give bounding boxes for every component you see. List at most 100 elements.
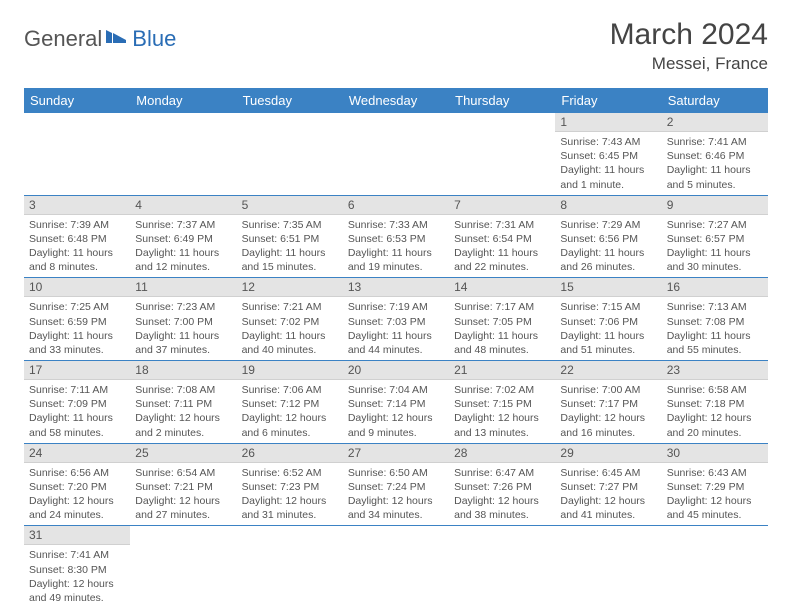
sunrise-text: Sunrise: 7:19 AM — [348, 300, 444, 314]
sunrise-text: Sunrise: 7:13 AM — [667, 300, 763, 314]
calendar-day-cell — [24, 113, 130, 195]
sunrise-text: Sunrise: 7:39 AM — [29, 218, 125, 232]
day-details: Sunrise: 7:33 AMSunset: 6:53 PMDaylight:… — [343, 215, 449, 278]
sunrise-text: Sunrise: 7:02 AM — [454, 383, 550, 397]
day-details: Sunrise: 6:54 AMSunset: 7:21 PMDaylight:… — [130, 463, 236, 526]
sunrise-text: Sunrise: 6:50 AM — [348, 466, 444, 480]
daylight-text: Daylight: 12 hours and 9 minutes. — [348, 411, 444, 439]
sunrise-text: Sunrise: 7:33 AM — [348, 218, 444, 232]
calendar-day-cell: 21Sunrise: 7:02 AMSunset: 7:15 PMDayligh… — [449, 361, 555, 444]
sunset-text: Sunset: 7:15 PM — [454, 397, 550, 411]
day-details: Sunrise: 7:00 AMSunset: 7:17 PMDaylight:… — [555, 380, 661, 443]
daylight-text: Daylight: 11 hours and 8 minutes. — [29, 246, 125, 274]
sunrise-text: Sunrise: 7:41 AM — [667, 135, 763, 149]
sunrise-text: Sunrise: 6:56 AM — [29, 466, 125, 480]
daylight-text: Daylight: 11 hours and 26 minutes. — [560, 246, 656, 274]
weekday-header: Tuesday — [237, 88, 343, 113]
sunrise-text: Sunrise: 7:29 AM — [560, 218, 656, 232]
sunset-text: Sunset: 7:29 PM — [667, 480, 763, 494]
sunrise-text: Sunrise: 7:23 AM — [135, 300, 231, 314]
daylight-text: Daylight: 12 hours and 41 minutes. — [560, 494, 656, 522]
calendar-day-cell: 2Sunrise: 7:41 AMSunset: 6:46 PMDaylight… — [662, 113, 768, 195]
weekday-header: Saturday — [662, 88, 768, 113]
daylight-text: Daylight: 12 hours and 13 minutes. — [454, 411, 550, 439]
daylight-text: Daylight: 11 hours and 12 minutes. — [135, 246, 231, 274]
sunset-text: Sunset: 7:26 PM — [454, 480, 550, 494]
logo-text-blue: Blue — [132, 26, 176, 52]
weekday-header: Thursday — [449, 88, 555, 113]
day-details: Sunrise: 7:27 AMSunset: 6:57 PMDaylight:… — [662, 215, 768, 278]
day-number: 28 — [449, 444, 555, 463]
day-number: 14 — [449, 278, 555, 297]
sunrise-text: Sunrise: 7:25 AM — [29, 300, 125, 314]
day-number: 29 — [555, 444, 661, 463]
sunset-text: Sunset: 6:48 PM — [29, 232, 125, 246]
day-details: Sunrise: 6:47 AMSunset: 7:26 PMDaylight:… — [449, 463, 555, 526]
daylight-text: Daylight: 12 hours and 16 minutes. — [560, 411, 656, 439]
sunrise-text: Sunrise: 6:58 AM — [667, 383, 763, 397]
daylight-text: Daylight: 11 hours and 19 minutes. — [348, 246, 444, 274]
sunrise-text: Sunrise: 7:17 AM — [454, 300, 550, 314]
day-number: 13 — [343, 278, 449, 297]
day-details: Sunrise: 7:25 AMSunset: 6:59 PMDaylight:… — [24, 297, 130, 360]
day-details: Sunrise: 7:35 AMSunset: 6:51 PMDaylight:… — [237, 215, 343, 278]
day-number: 19 — [237, 361, 343, 380]
day-number: 2 — [662, 113, 768, 132]
weekday-header: Friday — [555, 88, 661, 113]
calendar-table: Sunday Monday Tuesday Wednesday Thursday… — [24, 88, 768, 608]
sunrise-text: Sunrise: 6:45 AM — [560, 466, 656, 480]
daylight-text: Daylight: 11 hours and 15 minutes. — [242, 246, 338, 274]
day-number: 22 — [555, 361, 661, 380]
day-details: Sunrise: 7:11 AMSunset: 7:09 PMDaylight:… — [24, 380, 130, 443]
day-number: 8 — [555, 196, 661, 215]
day-details: Sunrise: 7:41 AMSunset: 6:46 PMDaylight:… — [662, 132, 768, 195]
day-number: 27 — [343, 444, 449, 463]
sunset-text: Sunset: 7:05 PM — [454, 315, 550, 329]
day-details: Sunrise: 6:50 AMSunset: 7:24 PMDaylight:… — [343, 463, 449, 526]
sunset-text: Sunset: 7:27 PM — [560, 480, 656, 494]
calendar-day-cell: 6Sunrise: 7:33 AMSunset: 6:53 PMDaylight… — [343, 195, 449, 278]
calendar-day-cell: 9Sunrise: 7:27 AMSunset: 6:57 PMDaylight… — [662, 195, 768, 278]
day-number: 3 — [24, 196, 130, 215]
calendar-day-cell — [343, 113, 449, 195]
day-number: 31 — [24, 526, 130, 545]
sunrise-text: Sunrise: 7:04 AM — [348, 383, 444, 397]
sunrise-text: Sunrise: 6:54 AM — [135, 466, 231, 480]
calendar-day-cell: 24Sunrise: 6:56 AMSunset: 7:20 PMDayligh… — [24, 443, 130, 526]
day-number: 18 — [130, 361, 236, 380]
sunrise-text: Sunrise: 6:52 AM — [242, 466, 338, 480]
logo-text-general: General — [24, 26, 102, 52]
sunrise-text: Sunrise: 7:00 AM — [560, 383, 656, 397]
calendar-day-cell: 18Sunrise: 7:08 AMSunset: 7:11 PMDayligh… — [130, 361, 236, 444]
daylight-text: Daylight: 12 hours and 20 minutes. — [667, 411, 763, 439]
sunrise-text: Sunrise: 7:08 AM — [135, 383, 231, 397]
day-number: 23 — [662, 361, 768, 380]
calendar-day-cell: 13Sunrise: 7:19 AMSunset: 7:03 PMDayligh… — [343, 278, 449, 361]
sunset-text: Sunset: 7:03 PM — [348, 315, 444, 329]
day-details: Sunrise: 7:29 AMSunset: 6:56 PMDaylight:… — [555, 215, 661, 278]
calendar-day-cell: 19Sunrise: 7:06 AMSunset: 7:12 PMDayligh… — [237, 361, 343, 444]
sunset-text: Sunset: 8:30 PM — [29, 563, 125, 577]
daylight-text: Daylight: 11 hours and 55 minutes. — [667, 329, 763, 357]
calendar-day-cell: 27Sunrise: 6:50 AMSunset: 7:24 PMDayligh… — [343, 443, 449, 526]
sunrise-text: Sunrise: 7:27 AM — [667, 218, 763, 232]
calendar-day-cell: 4Sunrise: 7:37 AMSunset: 6:49 PMDaylight… — [130, 195, 236, 278]
calendar-day-cell — [237, 113, 343, 195]
sunset-text: Sunset: 6:56 PM — [560, 232, 656, 246]
calendar-day-cell: 14Sunrise: 7:17 AMSunset: 7:05 PMDayligh… — [449, 278, 555, 361]
calendar-day-cell: 12Sunrise: 7:21 AMSunset: 7:02 PMDayligh… — [237, 278, 343, 361]
sunset-text: Sunset: 7:20 PM — [29, 480, 125, 494]
daylight-text: Daylight: 11 hours and 30 minutes. — [667, 246, 763, 274]
daylight-text: Daylight: 11 hours and 33 minutes. — [29, 329, 125, 357]
calendar-day-cell: 8Sunrise: 7:29 AMSunset: 6:56 PMDaylight… — [555, 195, 661, 278]
daylight-text: Daylight: 12 hours and 24 minutes. — [29, 494, 125, 522]
sunset-text: Sunset: 7:09 PM — [29, 397, 125, 411]
day-details: Sunrise: 7:41 AMSunset: 8:30 PMDaylight:… — [24, 545, 130, 608]
logo-flag-icon — [106, 27, 128, 48]
calendar-week-row: 3Sunrise: 7:39 AMSunset: 6:48 PMDaylight… — [24, 195, 768, 278]
calendar-day-cell: 20Sunrise: 7:04 AMSunset: 7:14 PMDayligh… — [343, 361, 449, 444]
daylight-text: Daylight: 11 hours and 58 minutes. — [29, 411, 125, 439]
calendar-day-cell: 31Sunrise: 7:41 AMSunset: 8:30 PMDayligh… — [24, 526, 130, 608]
sunset-text: Sunset: 6:54 PM — [454, 232, 550, 246]
sunrise-text: Sunrise: 7:11 AM — [29, 383, 125, 397]
